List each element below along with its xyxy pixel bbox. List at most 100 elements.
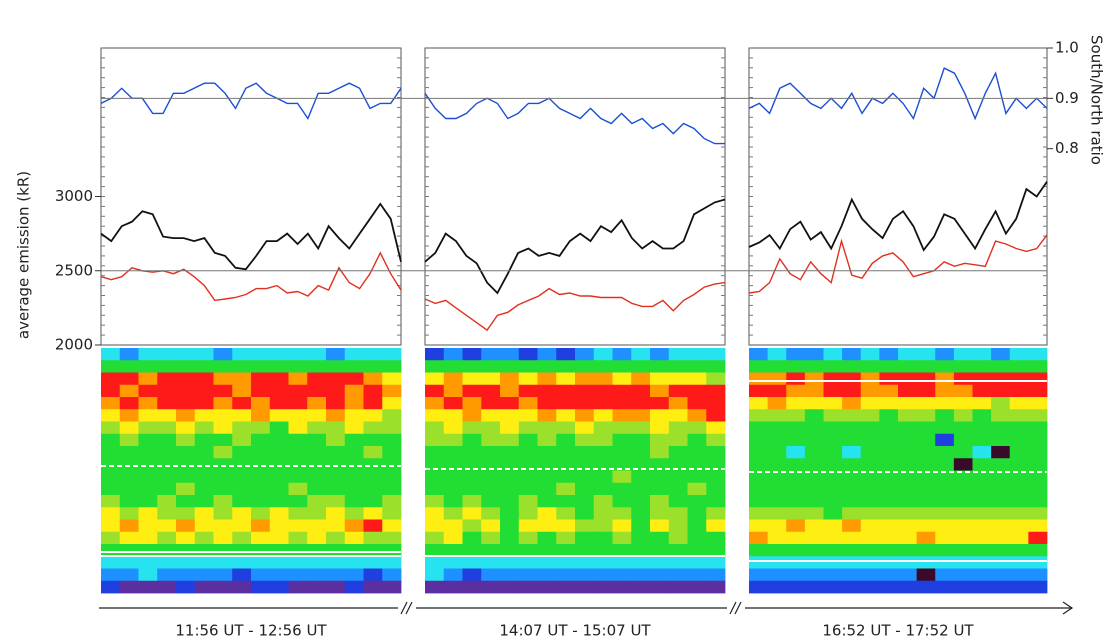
heatmap-cell [213, 433, 233, 447]
heatmap-cell [668, 482, 688, 496]
heatmap-cell [556, 384, 576, 398]
heatmap-cell [119, 458, 139, 471]
heatmap-cell [575, 482, 595, 496]
heatmap-cell [650, 568, 670, 582]
heatmap-cell [991, 519, 1011, 533]
heatmap-cell [307, 482, 327, 496]
heatmap-cell [363, 519, 383, 533]
heatmap-cell [326, 384, 346, 398]
heatmap-cell [425, 531, 445, 545]
heatmap-cell [213, 482, 233, 496]
heatmap-cell [344, 556, 364, 569]
heatmap-cell [916, 384, 936, 398]
heatmap-cell [213, 470, 233, 484]
heatmap-cell [804, 397, 824, 410]
heatmap-cell [860, 544, 880, 557]
heatmap-cell [213, 556, 233, 569]
heatmap-cell [500, 495, 520, 508]
heatmap-cell [842, 580, 862, 594]
heatmap-cell [500, 507, 520, 520]
heatmap-cell [767, 507, 787, 520]
heatmap-cell [269, 360, 289, 373]
heatmap-cell [251, 348, 271, 361]
heatmap-cell [953, 482, 973, 496]
heatmap-cell [860, 384, 880, 398]
heatmap-cell [972, 580, 992, 594]
heatmap-cell [972, 458, 992, 471]
heatmap-cell [972, 397, 992, 410]
heatmap-cell [749, 580, 769, 594]
heatmap-cell [935, 433, 955, 447]
heatmap-cell [251, 446, 271, 459]
heatmap-cell [443, 446, 463, 459]
heatmap-cell [1028, 482, 1048, 496]
heatmap-cell [157, 556, 177, 569]
heatmap-cell [860, 580, 880, 594]
heatmap-cell [823, 446, 843, 459]
heatmap-cell [804, 482, 824, 496]
heatmap-cell [898, 409, 918, 422]
heatmap-cell [972, 556, 992, 569]
heatmap-cell [518, 458, 538, 471]
heatmap-cell [443, 556, 463, 569]
heatmap-cell [823, 360, 843, 373]
heatmap-cell [804, 433, 824, 447]
heatmap-cell [363, 531, 383, 545]
heatmap-cell [1028, 580, 1048, 594]
heatmap-cell [119, 556, 139, 569]
heatmap-cell [307, 580, 327, 594]
heatmap-cell [556, 446, 576, 459]
heatmap-cell [481, 482, 501, 496]
heatmap-cell [251, 470, 271, 484]
heatmap-cell [518, 470, 538, 484]
heatmap-cell [251, 568, 271, 582]
heatmap-cell [157, 531, 177, 545]
heatmap-cell [518, 507, 538, 520]
heatmap-cell [363, 360, 383, 373]
heatmap-cell [575, 495, 595, 508]
heatmap-cell [288, 507, 308, 520]
heatmap-cell [481, 544, 501, 557]
heatmap-cell [194, 446, 214, 459]
heatmap-cell [650, 482, 670, 496]
plot-frame [748, 47, 1048, 346]
heatmap-cell [344, 470, 364, 484]
heatmap-cell [767, 397, 787, 410]
heatmap-cell [251, 495, 271, 508]
heatmap-cell [500, 470, 520, 484]
heatmap-cell [916, 580, 936, 594]
heatmap-cell [213, 519, 233, 533]
heatmap-cell [706, 556, 726, 569]
heatmap-cell [804, 458, 824, 471]
heatmap-cell [119, 348, 139, 361]
heatmap-cell [251, 580, 271, 594]
heatmap-cell [916, 409, 936, 422]
heatmap-cell [749, 568, 769, 582]
heatmap-cell [363, 372, 383, 386]
heatmap-cell [213, 397, 233, 410]
heatmap-cell [749, 482, 769, 496]
heatmap-cell [251, 409, 271, 422]
heatmap-cell [842, 397, 862, 410]
heatmap-cell [612, 384, 632, 398]
heatmap-cell [119, 433, 139, 447]
heatmap-cell [382, 397, 402, 410]
heatmap-cell [706, 568, 726, 582]
heatmap-cell [1028, 531, 1048, 545]
heatmap-cell [706, 384, 726, 398]
heatmap-cell [481, 446, 501, 459]
heatmap-cell [363, 421, 383, 435]
heatmap-cell [556, 372, 576, 386]
heatmap-cell [326, 458, 346, 471]
heatmap-cell [157, 360, 177, 373]
heatmap-cell [269, 580, 289, 594]
heatmap-cell [363, 446, 383, 459]
heatmap-cell [500, 544, 520, 557]
heatmap-cell [612, 507, 632, 520]
heatmap-cell [138, 580, 158, 594]
heatmap-cell [767, 360, 787, 373]
heatmap-cell [101, 495, 121, 508]
heatmap-cell [631, 360, 651, 373]
heatmap-cell [786, 580, 806, 594]
heatmap-cell [972, 446, 992, 459]
